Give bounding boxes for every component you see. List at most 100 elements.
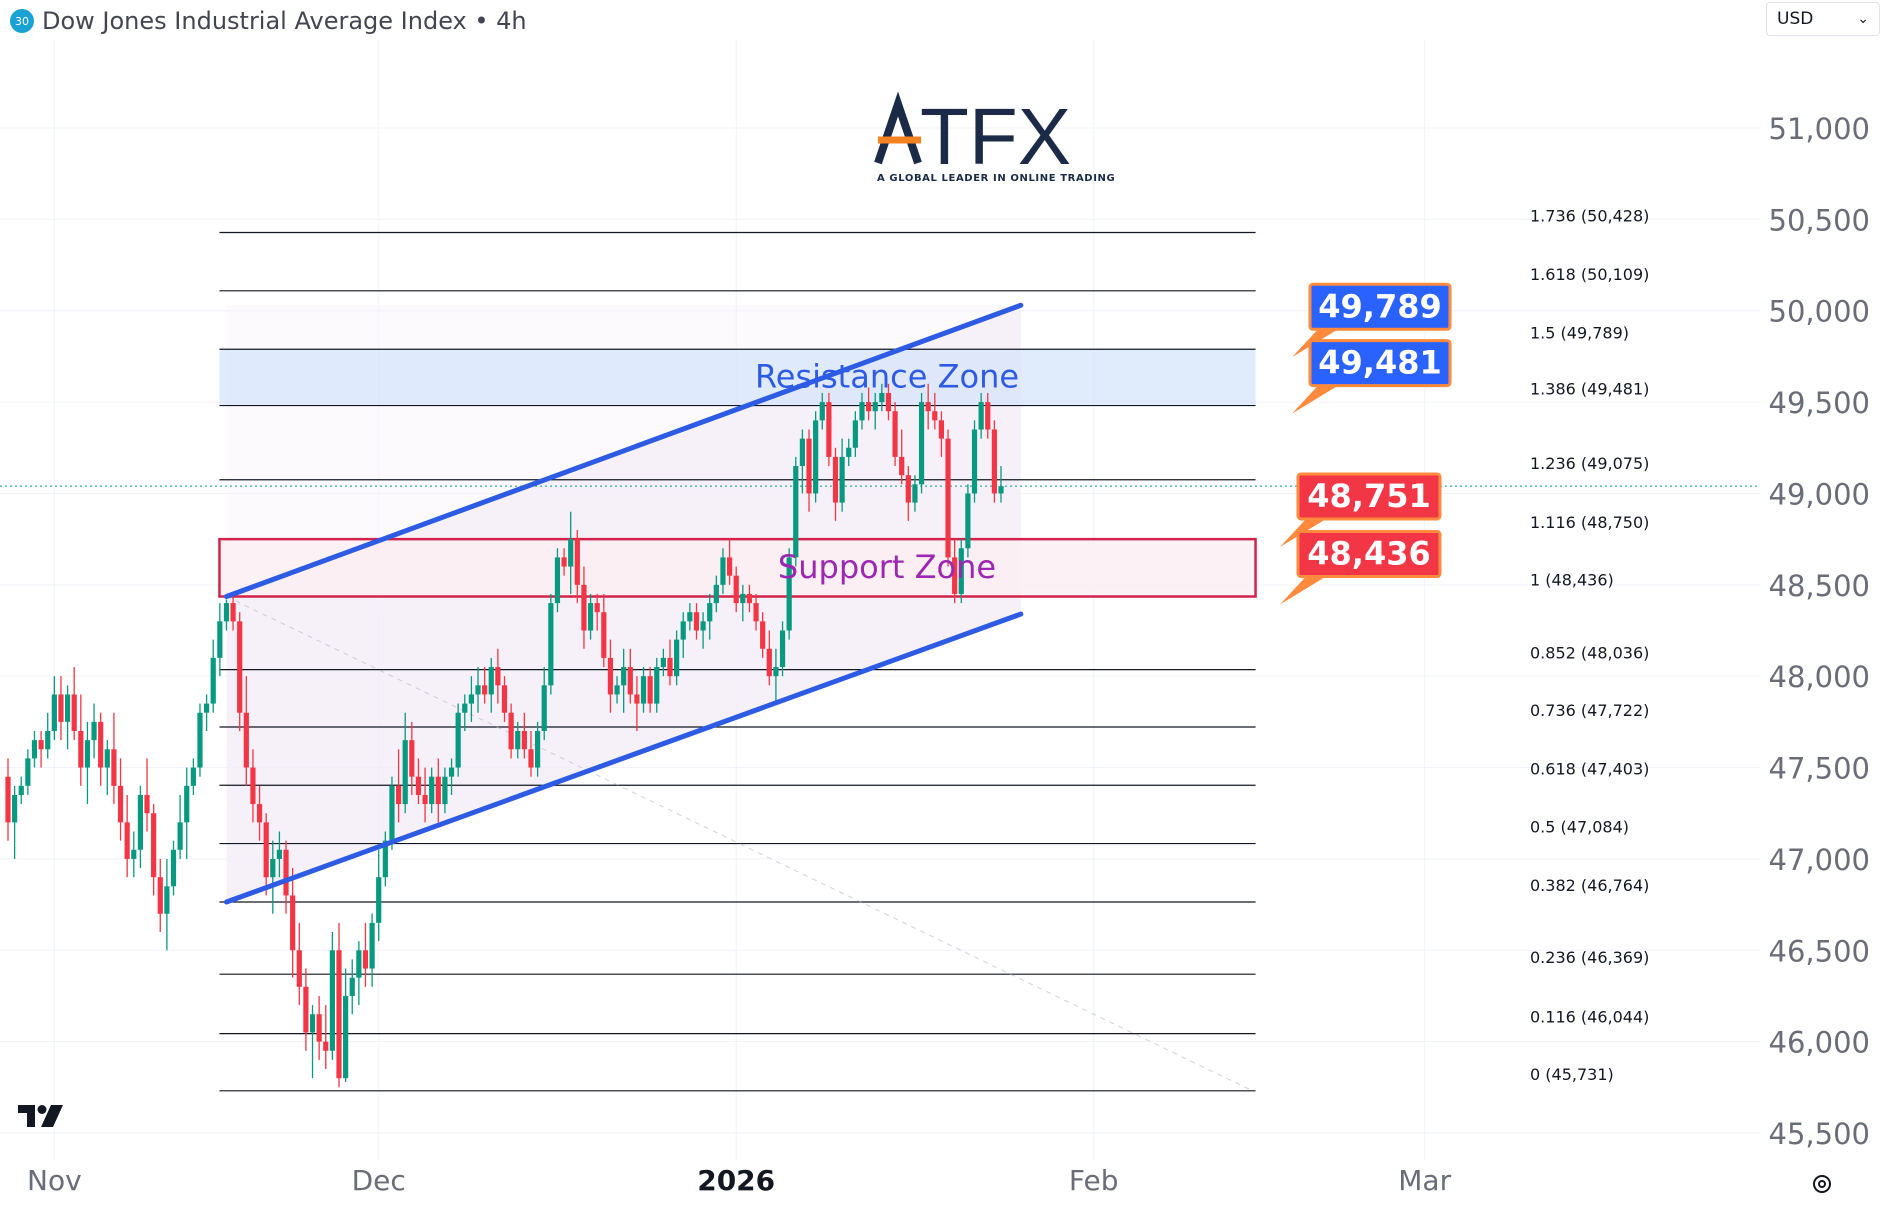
- candle[interactable]: [766, 630, 772, 686]
- candle[interactable]: [58, 676, 64, 741]
- candle[interactable]: [587, 593, 594, 640]
- candle[interactable]: [826, 392, 832, 467]
- candle[interactable]: [256, 785, 263, 841]
- candle[interactable]: [395, 749, 402, 823]
- candle[interactable]: [5, 758, 11, 841]
- candle[interactable]: [680, 612, 686, 658]
- candle[interactable]: [382, 831, 388, 887]
- candle[interactable]: [84, 721, 91, 805]
- candle[interactable]: [323, 1005, 329, 1070]
- candle[interactable]: [290, 868, 296, 978]
- candle[interactable]: [958, 539, 964, 604]
- candle[interactable]: [309, 1005, 316, 1079]
- candle[interactable]: [442, 767, 448, 814]
- candle[interactable]: [31, 731, 38, 768]
- candle[interactable]: [945, 429, 951, 567]
- candle[interactable]: [932, 392, 938, 430]
- candle[interactable]: [601, 593, 607, 668]
- candle[interactable]: [574, 530, 580, 604]
- candle[interactable]: [349, 959, 355, 1015]
- candle[interactable]: [223, 599, 230, 631]
- candle[interactable]: [899, 429, 905, 485]
- candle[interactable]: [230, 593, 236, 631]
- candle[interactable]: [799, 429, 805, 494]
- candle[interactable]: [124, 794, 130, 878]
- candle[interactable]: [91, 703, 97, 759]
- candle[interactable]: [918, 392, 925, 494]
- candle[interactable]: [753, 593, 759, 631]
- candle[interactable]: [859, 392, 865, 430]
- candle[interactable]: [892, 402, 898, 467]
- candle[interactable]: [746, 584, 753, 613]
- candle[interactable]: [117, 758, 124, 841]
- candle[interactable]: [640, 667, 647, 713]
- candle[interactable]: [541, 667, 547, 741]
- channel-lower-line[interactable]: [223, 611, 1024, 905]
- candle[interactable]: [98, 712, 104, 786]
- candle[interactable]: [482, 667, 488, 704]
- candle[interactable]: [561, 548, 567, 576]
- candle[interactable]: [872, 392, 878, 430]
- candle[interactable]: [627, 648, 633, 704]
- candle[interactable]: [137, 785, 143, 869]
- candle[interactable]: [18, 776, 24, 805]
- candle[interactable]: [336, 922, 342, 1088]
- candle[interactable]: [422, 767, 428, 823]
- candle[interactable]: [376, 849, 382, 942]
- candle[interactable]: [217, 603, 223, 677]
- candle[interactable]: [773, 648, 779, 704]
- candle[interactable]: [356, 941, 362, 1006]
- candle[interactable]: [965, 484, 971, 558]
- candle[interactable]: [925, 383, 931, 430]
- candle[interactable]: [369, 913, 375, 987]
- candle[interactable]: [594, 593, 600, 631]
- candle[interactable]: [581, 566, 587, 649]
- candle[interactable]: [263, 813, 269, 896]
- candle[interactable]: [621, 648, 627, 713]
- candle[interactable]: [793, 456, 799, 567]
- candle[interactable]: [978, 392, 984, 439]
- candle[interactable]: [409, 721, 415, 795]
- candle[interactable]: [879, 383, 885, 412]
- candle[interactable]: [786, 548, 792, 640]
- candle[interactable]: [991, 420, 997, 503]
- candle[interactable]: [660, 648, 666, 677]
- candle[interactable]: [846, 438, 852, 467]
- candle[interactable]: [170, 840, 177, 896]
- candle[interactable]: [12, 785, 18, 859]
- candle[interactable]: [726, 539, 733, 585]
- candle[interactable]: [144, 758, 150, 832]
- candle[interactable]: [250, 749, 256, 823]
- candle[interactable]: [415, 758, 422, 805]
- candle[interactable]: [654, 657, 660, 713]
- candle[interactable]: [343, 968, 349, 1082]
- candle[interactable]: [501, 676, 508, 722]
- candle[interactable]: [607, 639, 614, 713]
- candle[interactable]: [971, 420, 978, 503]
- candle[interactable]: [985, 392, 991, 439]
- candle[interactable]: [806, 429, 812, 512]
- candle[interactable]: [38, 731, 44, 768]
- candle[interactable]: [952, 539, 958, 604]
- candle[interactable]: [938, 411, 945, 457]
- candle[interactable]: [243, 676, 249, 786]
- candle[interactable]: [508, 703, 514, 759]
- candle[interactable]: [104, 740, 110, 795]
- candle[interactable]: [270, 840, 276, 914]
- candle[interactable]: [720, 548, 726, 594]
- candle[interactable]: [429, 767, 435, 814]
- symbol-header[interactable]: 30 Dow Jones Industrial Average Index • …: [10, 6, 537, 36]
- candle[interactable]: [435, 758, 441, 823]
- candle[interactable]: [700, 612, 706, 649]
- candle[interactable]: [303, 968, 309, 1051]
- candle[interactable]: [535, 721, 541, 777]
- candle[interactable]: [839, 438, 845, 512]
- candle[interactable]: [998, 466, 1004, 503]
- candle[interactable]: [674, 630, 680, 686]
- candle[interactable]: [614, 676, 620, 704]
- candle[interactable]: [528, 731, 534, 777]
- candle[interactable]: [111, 712, 117, 805]
- candle[interactable]: [819, 392, 825, 430]
- candle[interactable]: [210, 639, 216, 713]
